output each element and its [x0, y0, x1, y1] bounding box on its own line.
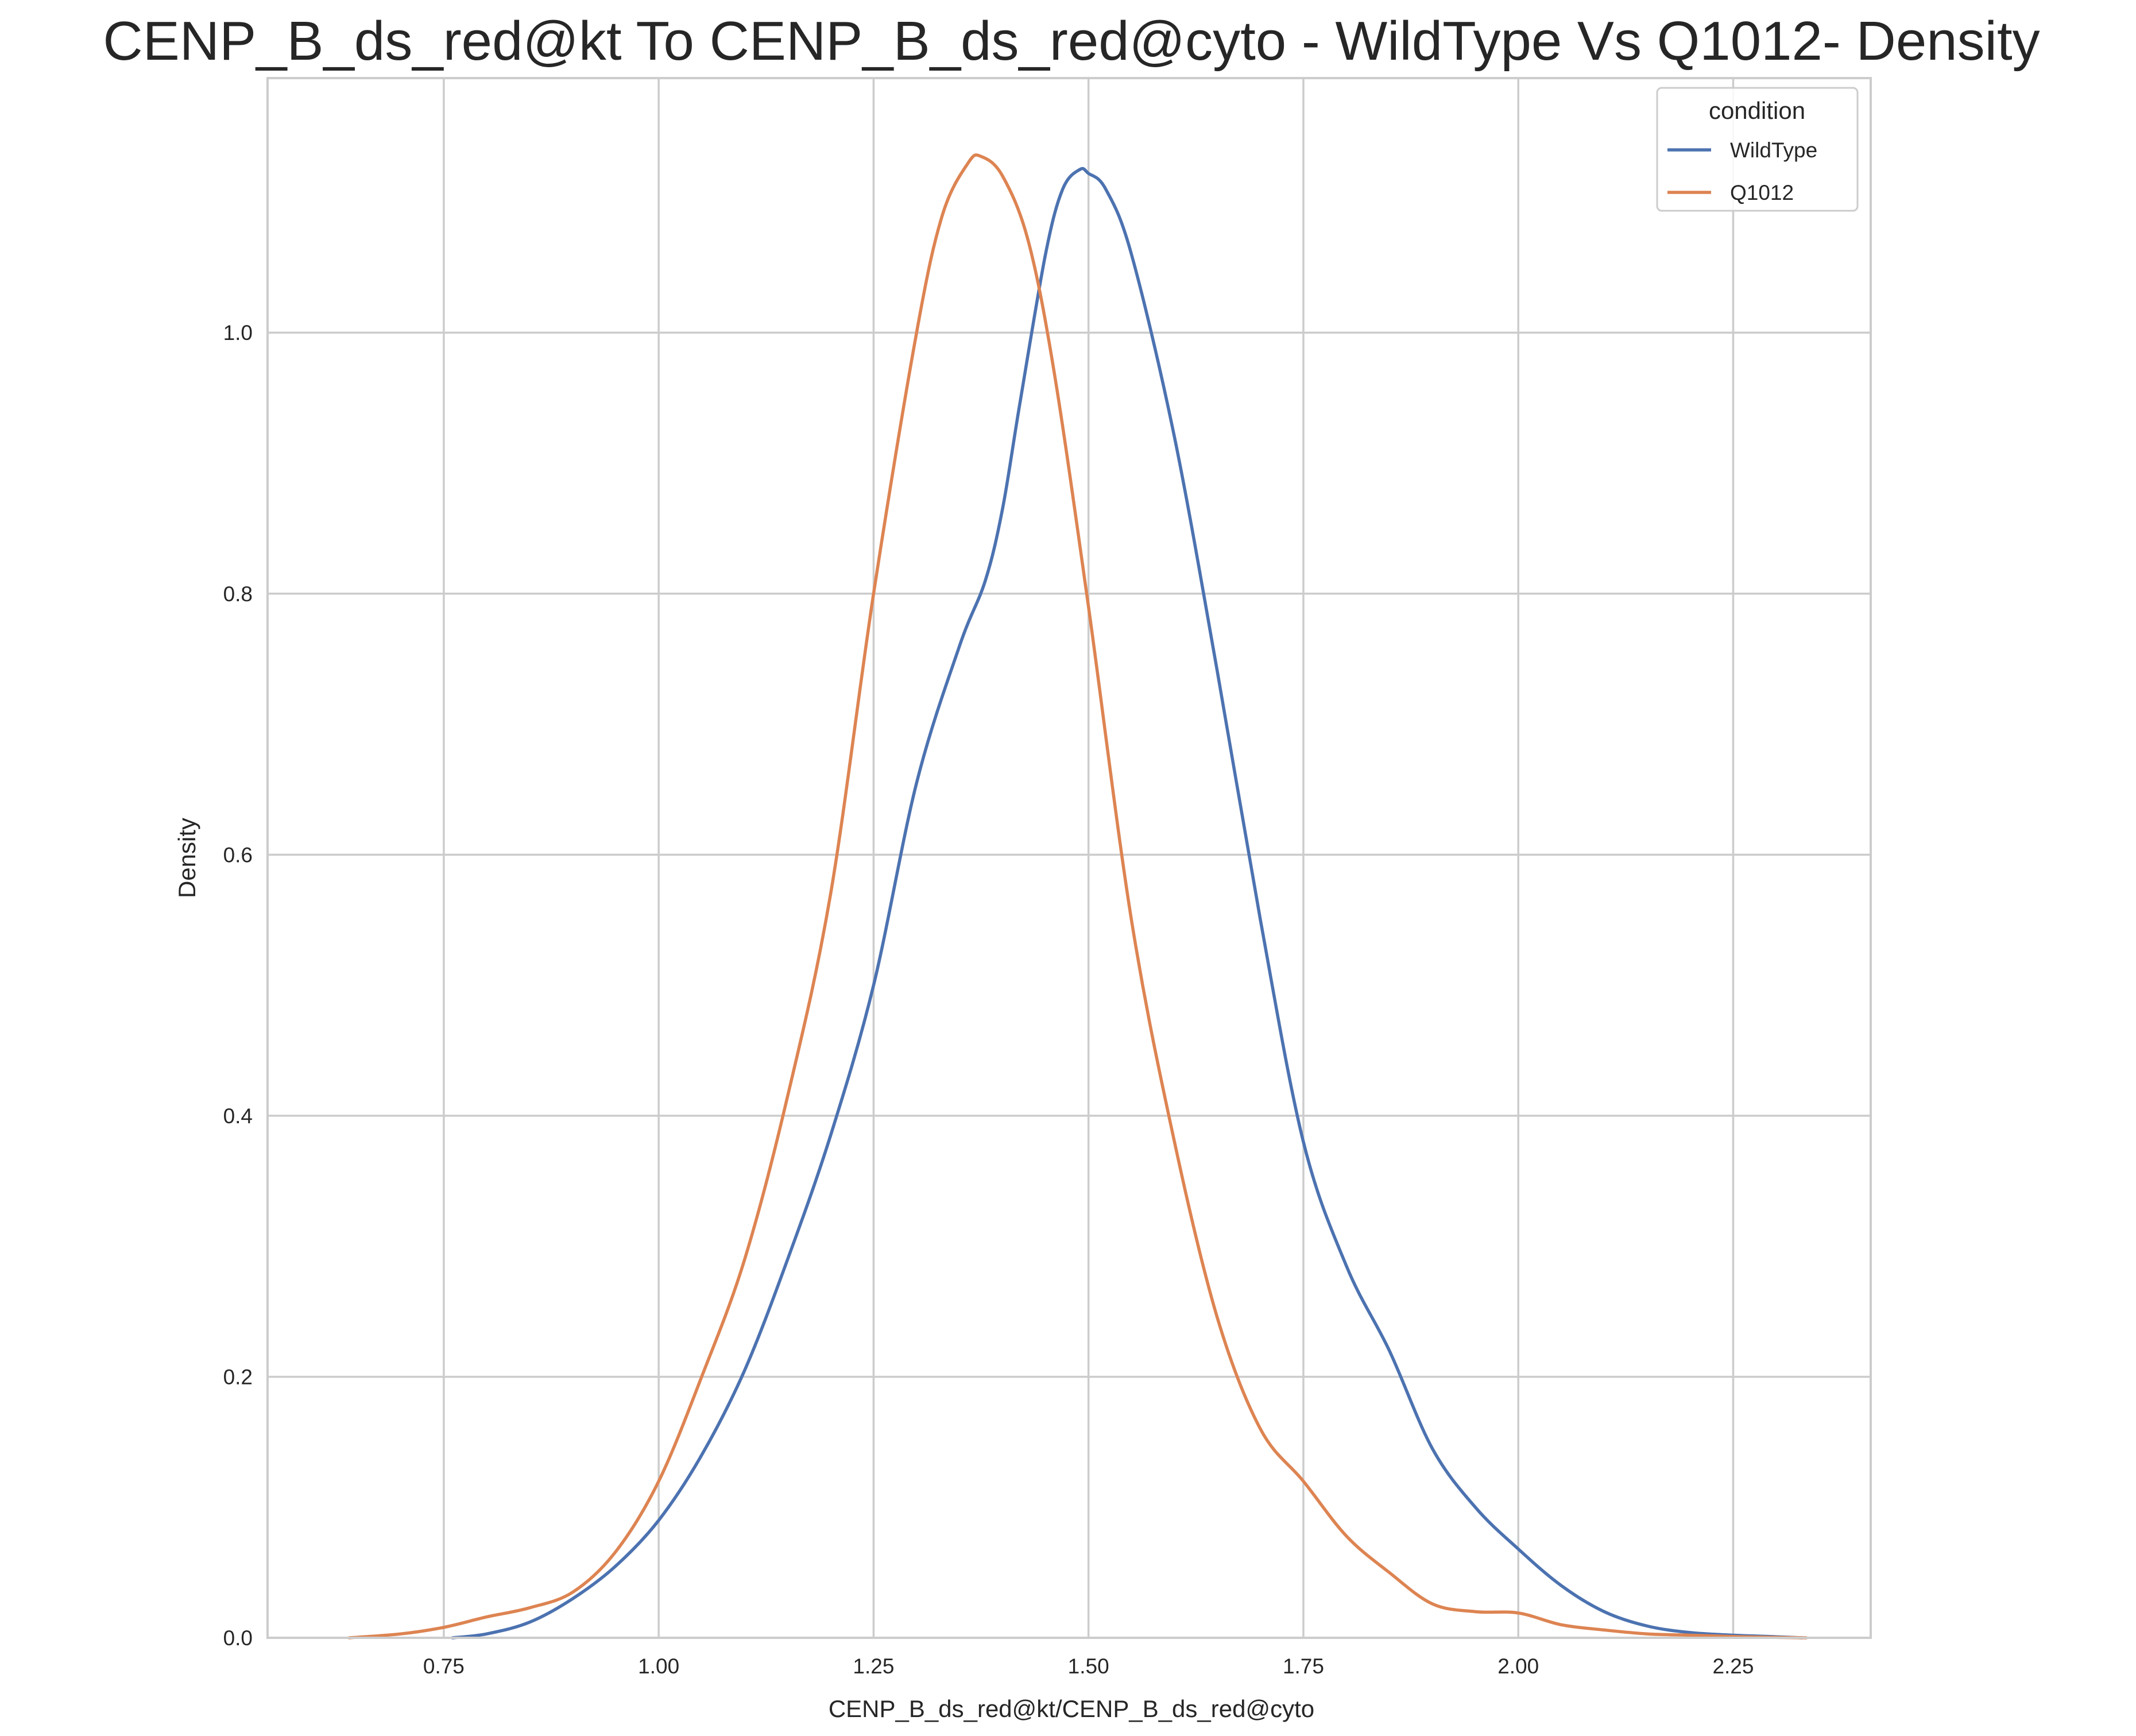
x-tick-label: 1.25 [853, 1654, 894, 1678]
series-line-q1012 [347, 153, 1808, 1640]
x-tick-label: 1.75 [1283, 1654, 1324, 1678]
y-tick-labels: 0.0 0.2 0.4 0.6 0.8 1.0 [223, 321, 253, 1650]
legend-title: condition [1709, 97, 1805, 124]
x-tick-label: 2.00 [1497, 1654, 1539, 1678]
legend-box [1656, 87, 1859, 212]
y-tick-label: 0.2 [223, 1365, 253, 1389]
x-axis-label: CENP_B_ds_red@kt/CENP_B_ds_red@cyto [829, 1695, 1314, 1722]
y-tick-label: 0.8 [223, 582, 253, 606]
y-tick-label: 0.6 [223, 843, 253, 867]
series-lines [347, 153, 1808, 1640]
x-tick-labels: 0.75 1.00 1.25 1.50 1.75 2.00 2.25 [423, 1654, 1754, 1678]
chart-title: CENP_B_ds_red@kt To CENP_B_ds_red@cyto -… [103, 10, 2040, 72]
legend-label: WildType [1730, 138, 1817, 162]
y-tick-label: 0.0 [223, 1626, 253, 1650]
x-tick-label: 2.25 [1712, 1654, 1754, 1678]
legend: condition WildType Q1012 [1656, 87, 1859, 212]
x-tick-label: 1.50 [1068, 1654, 1109, 1678]
x-tick-label: 0.75 [423, 1654, 465, 1678]
y-axis-label: Density [173, 818, 200, 898]
y-tick-label: 1.0 [223, 321, 253, 345]
y-tick-label: 0.4 [223, 1104, 253, 1128]
legend-items: WildType Q1012 [1667, 138, 1817, 204]
series-line-wildtype [451, 167, 1804, 1640]
legend-label: Q1012 [1730, 181, 1794, 204]
plot-frame [266, 77, 1872, 1639]
x-tick-label: 1.00 [638, 1654, 679, 1678]
grid-lines [268, 78, 1871, 1639]
